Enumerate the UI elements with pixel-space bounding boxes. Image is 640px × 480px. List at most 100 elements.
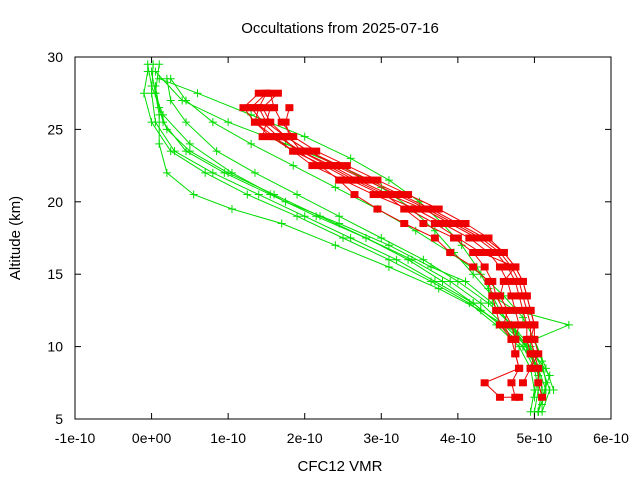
data-point-plus (346, 234, 355, 242)
data-point-plus (155, 139, 164, 148)
series-line (155, 71, 571, 391)
data-point-plus (453, 277, 462, 286)
data-point-square (515, 364, 524, 372)
data-point-square (526, 321, 535, 329)
data-point-plus (189, 190, 198, 199)
data-point-square (530, 350, 539, 358)
data-point-square (515, 277, 524, 285)
data-point-plus (538, 357, 547, 366)
red-profile-series (266, 89, 543, 387)
data-point-plus (243, 190, 252, 199)
data-point-square (369, 191, 378, 199)
green-profile-series (166, 74, 550, 409)
x-tick-label: 4e-10 (440, 430, 476, 446)
data-point-plus (427, 277, 436, 286)
series-line (258, 92, 543, 398)
red-profile-series (250, 104, 520, 343)
data-point-square (266, 104, 275, 112)
data-point-square (419, 220, 428, 228)
data-point-square (254, 89, 263, 97)
series-line (269, 93, 539, 384)
data-point-plus (526, 407, 535, 416)
data-point-plus (155, 60, 164, 69)
data-point-square (285, 104, 294, 112)
data-point-plus (549, 386, 558, 395)
data-point-square (507, 292, 516, 300)
data-point-square (453, 234, 462, 242)
data-point-square (316, 162, 325, 170)
data-point-square (476, 248, 485, 256)
data-point-square (534, 364, 543, 372)
data-point-square (339, 176, 347, 184)
data-point-square (277, 133, 286, 141)
data-point-square (430, 234, 439, 242)
data-point-square (285, 133, 294, 141)
data-point-square (331, 162, 340, 170)
data-point-square (262, 89, 271, 97)
data-point-square (411, 205, 420, 213)
series-line (147, 64, 543, 412)
x-tick-label: -1e-10 (55, 430, 96, 446)
data-point-square (423, 205, 432, 213)
data-point-square (469, 263, 478, 271)
data-point-plus (545, 371, 554, 380)
chart-title: Occultations from 2025-07-16 (241, 20, 439, 37)
data-point-plus (208, 168, 217, 177)
data-point-plus (384, 255, 393, 264)
data-point-plus (166, 74, 175, 83)
data-point-square (254, 104, 263, 112)
data-point-square (480, 379, 489, 387)
data-point-square (480, 263, 489, 271)
data-point-plus (162, 125, 171, 134)
x-tick-label: 0e+00 (132, 430, 172, 446)
data-point-square (526, 335, 535, 343)
data-point-plus (185, 147, 194, 156)
data-point-plus (461, 277, 470, 286)
data-point-square (511, 350, 520, 358)
data-point-plus (147, 118, 156, 127)
x-tick-label: 3e-10 (363, 430, 399, 446)
data-point-plus (335, 212, 344, 221)
data-point-plus (434, 284, 443, 293)
data-point-square (350, 176, 359, 184)
series-line (170, 78, 547, 405)
data-point-square (373, 176, 382, 184)
data-point-square (465, 234, 474, 242)
data-point-square (534, 379, 543, 387)
data-point-plus (300, 212, 309, 221)
data-point-plus (427, 262, 436, 271)
data-point-plus (339, 234, 347, 242)
data-point-plus (227, 168, 236, 177)
data-point-square (499, 321, 508, 329)
y-tick-label: 30 (47, 49, 63, 65)
data-point-square (446, 248, 455, 256)
data-point-square (488, 277, 497, 285)
data-point-plus (564, 320, 573, 329)
data-point-plus (182, 96, 191, 105)
data-point-plus (469, 270, 478, 279)
y-tick-label: 15 (47, 266, 63, 282)
data-point-plus (377, 234, 386, 242)
x-axis-label: CFC12 VMR (297, 458, 382, 475)
data-point-plus (430, 226, 439, 235)
data-point-plus (384, 176, 393, 185)
data-point-plus (476, 299, 485, 308)
data-point-plus (247, 139, 256, 148)
data-point-plus (530, 393, 539, 402)
data-point-square (518, 292, 527, 300)
data-point-square (312, 147, 321, 155)
data-point-square (438, 220, 447, 228)
data-point-square (492, 306, 501, 314)
data-point-plus (193, 89, 202, 98)
series-line (151, 71, 551, 398)
data-point-plus (518, 313, 527, 322)
data-point-plus (331, 183, 340, 192)
data-point-square (373, 205, 382, 213)
data-point-plus (476, 306, 485, 315)
data-point-square (450, 220, 459, 228)
data-point-plus (404, 255, 413, 264)
data-point-plus (185, 139, 194, 148)
data-point-square (381, 191, 390, 199)
data-point-plus (139, 89, 148, 98)
y-tick-label: 5 (55, 411, 63, 427)
